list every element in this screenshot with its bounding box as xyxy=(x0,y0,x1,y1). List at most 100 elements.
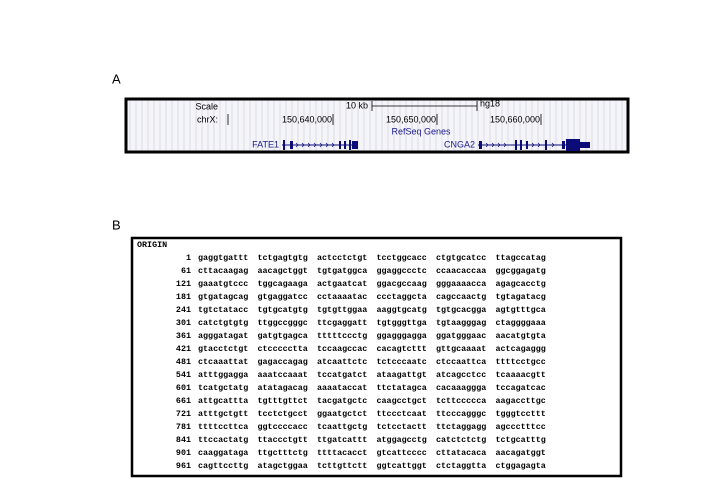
sequence-block: catctgtgtg xyxy=(198,318,248,328)
sequence-block: aagaccttgc xyxy=(496,396,546,406)
sequence-block: ttctatagca xyxy=(377,383,427,393)
sequence-block: gatgtgagca xyxy=(258,331,308,341)
sequence-block: tttttccctg xyxy=(317,331,367,341)
sequence-block: atatagacag xyxy=(258,383,308,393)
sequence-position: 421 xyxy=(176,344,191,354)
position-label: 150,640,000 xyxy=(282,114,332,124)
sequence-block: tgtctatacc xyxy=(198,305,248,315)
sequence-block: tcatgctatg xyxy=(198,383,248,393)
sequence-block: ccctaggcta xyxy=(377,292,427,302)
sequence-block: caagcctgct xyxy=(377,396,427,406)
sequence-block: tgtgcatgtg xyxy=(258,305,308,315)
sequence-position: 961 xyxy=(176,461,191,471)
sequence-position: 541 xyxy=(176,370,191,380)
gene-model xyxy=(478,139,590,151)
sequence-block: atcaattctc xyxy=(317,357,367,367)
sequence-block: tcttgttctt xyxy=(317,461,367,471)
sequence-block: ggtccccacc xyxy=(258,422,308,432)
sequence-block: ttccctcaat xyxy=(377,409,427,419)
sequence-block: aaggtgcatg xyxy=(377,305,427,315)
sequence-position: 361 xyxy=(176,331,191,341)
sequence-position: 721 xyxy=(176,409,191,419)
sequence-block: tctgagtgtg xyxy=(258,253,308,263)
sequence-block: ggaatgctct xyxy=(317,409,367,419)
track-label: RefSeq Genes xyxy=(391,126,451,136)
sequence-block: actgaatcat xyxy=(317,279,367,289)
sequence-block: gaaatgtccc xyxy=(198,279,248,289)
sequence-block: ttttcctgcc xyxy=(496,357,546,367)
sequence-block: ataagattgt xyxy=(377,370,427,380)
sequence-block: tctgcatttg xyxy=(496,435,546,445)
sequence-block: cagttccttg xyxy=(198,461,248,471)
sequence-block: cagccaactg xyxy=(436,292,486,302)
sequence-position: 781 xyxy=(176,422,191,432)
sequence-block: aaatccaaat xyxy=(258,370,308,380)
scale-bar-label: 10 kb xyxy=(346,100,368,110)
sequence-block: tgtttgttct xyxy=(258,396,308,406)
sequence-block: ctctaggtta xyxy=(436,461,486,471)
panel-label: A xyxy=(112,71,121,86)
sequence-block: ttcccagggc xyxy=(436,409,486,419)
sequence-block: tgtaagggag xyxy=(436,318,486,328)
sequence-block: ctccaattca xyxy=(436,357,486,367)
sequence-block: cttatacaca xyxy=(436,448,486,458)
sequence-position: 1 xyxy=(186,253,191,263)
sequence-block: tgtgatggca xyxy=(317,266,367,276)
sequence-block: ctaggggaaa xyxy=(496,318,546,328)
sequence-block: tgtgcacgga xyxy=(436,305,486,315)
sequence-block: tgtgggttga xyxy=(377,318,427,328)
gene-label: CNGA2 xyxy=(444,139,475,149)
sequence-position: 241 xyxy=(176,305,191,315)
sequence-block: ttttacacct xyxy=(317,448,367,458)
sequence-block: atttgctgtt xyxy=(198,409,248,419)
sequence-block: tcttccccca xyxy=(436,396,486,406)
sequence-block: ctggagagta xyxy=(496,461,546,471)
sequence-block: atggagcctg xyxy=(377,435,427,445)
sequence-block: catctctctg xyxy=(436,435,486,445)
sequence-block: aacagctggt xyxy=(258,266,308,276)
sequence-frame xyxy=(130,236,623,478)
sequence-block: tccatgatct xyxy=(317,370,367,380)
sequence-block: gtacctctgt xyxy=(198,344,248,354)
sequence-block: tgtgttggaa xyxy=(317,305,367,315)
sequence-rows: 1 gaggtgattt tctgagtgtg actcctctgt tcctggcac… xyxy=(176,253,546,471)
panel-label: B xyxy=(112,217,121,232)
sequence-block: tctcctactt xyxy=(377,422,427,432)
sequence-block: agggatagat xyxy=(198,331,248,341)
sequence-block: ctccccctta xyxy=(258,344,308,354)
sequence-position: 301 xyxy=(176,318,191,328)
sequence-position: 481 xyxy=(176,357,191,367)
sequence-block: gtgatagcag xyxy=(198,292,248,302)
sequence-block: ttcgaggatt xyxy=(317,318,367,328)
position-label: 150,660,000 xyxy=(490,114,540,124)
sequence-block: tctcccaatc xyxy=(377,357,427,367)
sequence-block: atcagcctcc xyxy=(436,370,486,380)
sequence-block: tgtagatacg xyxy=(496,292,546,302)
sequence-block: ttaccctgtt xyxy=(258,435,308,445)
sequence-block: tacgatgctc xyxy=(317,396,367,406)
sequence-block: tcaaaacgtt xyxy=(496,370,546,380)
sequence-block: tccaagccac xyxy=(317,344,367,354)
sequence-position: 181 xyxy=(176,292,191,302)
sequence-block: gaggtgattt xyxy=(198,253,248,263)
chrom-label: chrX: xyxy=(197,114,218,124)
gene-label: FATE1 xyxy=(252,139,279,149)
sequence-block: gtcattcccc xyxy=(377,448,427,458)
sequence-block: tcctctgcct xyxy=(258,409,308,419)
scale-bar xyxy=(371,101,478,111)
sequence-block: gttgcaaaat xyxy=(436,344,486,354)
sequence-block: agccctttcc xyxy=(496,422,546,432)
sequence-block: tccagatcac xyxy=(496,383,546,393)
sequence-block: actcagaggg xyxy=(496,344,546,354)
sequence-block: cacagtcttt xyxy=(377,344,427,354)
sequence-block: gtgaggatcc xyxy=(258,292,308,302)
sequence-block: atagctggaa xyxy=(258,461,308,471)
sequence-block: ttgatcattt xyxy=(317,435,367,445)
sequence-block: actcctctgt xyxy=(317,253,367,263)
sequence-block: ttagccatag xyxy=(496,253,546,263)
browser-background xyxy=(126,99,628,152)
sequence-block: cctaaaatac xyxy=(317,292,367,302)
sequence-position: 901 xyxy=(176,448,191,458)
sequence-block: aacagatggt xyxy=(496,448,546,458)
